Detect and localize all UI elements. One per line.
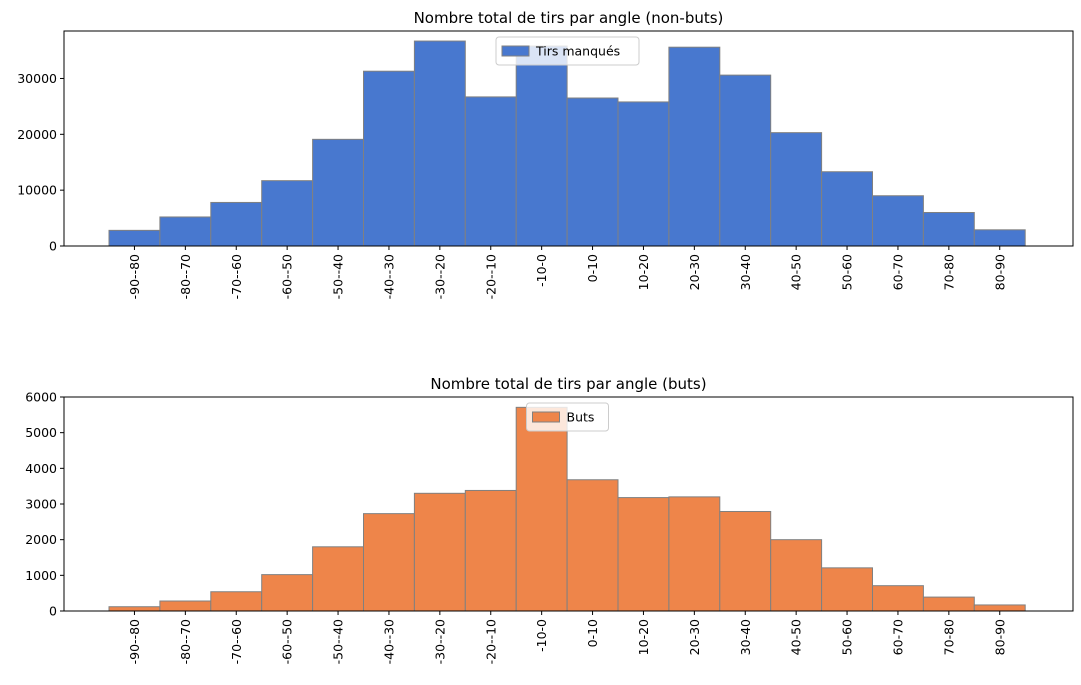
x-tick-label: -80--70 — [178, 619, 193, 664]
bar-60-70 — [872, 585, 924, 612]
bar--60--50 — [261, 180, 314, 247]
x-tick-label: -60--50 — [280, 254, 295, 299]
x-tick-label: 30-40 — [738, 254, 753, 290]
bar--60--50 — [261, 574, 314, 612]
x-tick-label: 80-90 — [992, 619, 1007, 655]
bar--80--70 — [159, 216, 212, 247]
bar-40-50 — [770, 132, 823, 247]
bar-0-10 — [566, 479, 619, 612]
bar--70--60 — [210, 201, 263, 247]
x-tick-label: -40--30 — [381, 619, 396, 664]
bar--30--20 — [413, 492, 466, 612]
x-tick-label: 60-70 — [890, 254, 905, 290]
bar-40-50 — [770, 539, 823, 612]
y-tick-label: 3000 — [25, 497, 57, 512]
bar--70--60 — [210, 591, 263, 612]
bar-70-80 — [922, 596, 975, 612]
bar--90--80 — [108, 229, 161, 247]
x-tick-label: 30-40 — [738, 619, 753, 655]
x-tick-label: 20-30 — [687, 619, 702, 655]
chart-title: Nombre total de tirs par angle (buts) — [430, 375, 706, 393]
y-tick-label: 30000 — [17, 71, 57, 86]
y-tick-label: 10000 — [17, 183, 57, 198]
x-tick-label: -50--40 — [331, 619, 346, 664]
bar-10-20 — [617, 101, 670, 247]
x-tick-label: 10-20 — [636, 619, 651, 655]
y-tick-label: 5000 — [25, 425, 57, 440]
legend-box — [526, 402, 609, 432]
bar-70-80 — [922, 211, 975, 247]
y-tick-label: 1000 — [25, 568, 57, 583]
x-tick-label: 20-30 — [687, 254, 702, 290]
x-tick-label: -20--10 — [483, 254, 498, 299]
bar--50--40 — [312, 546, 365, 612]
bar-80-90 — [973, 229, 1026, 247]
x-tick-label: -70--60 — [229, 619, 244, 664]
x-tick-label: 50-60 — [840, 254, 855, 290]
x-tick-label: -30--20 — [432, 619, 447, 664]
bar--40--30 — [363, 513, 415, 612]
bar--80--70 — [159, 600, 212, 612]
y-tick-label: 4000 — [25, 461, 57, 476]
bar--30--20 — [413, 40, 466, 247]
x-tick-label: 50-60 — [840, 619, 855, 655]
x-tick-label: 60-70 — [890, 619, 905, 655]
x-tick-label: -30--20 — [432, 254, 447, 299]
axes-frame — [63, 30, 1074, 247]
x-tick-label: -90--80 — [127, 254, 142, 299]
bar-10-20 — [617, 497, 670, 612]
bar-20-30 — [668, 496, 721, 612]
bar--40--30 — [363, 70, 415, 247]
bar-30-40 — [719, 74, 772, 247]
x-tick-label: -10-0 — [534, 619, 549, 652]
bar-0-10 — [566, 97, 619, 247]
x-tick-label: -60--50 — [280, 619, 295, 664]
bar-30-40 — [719, 510, 772, 612]
plot-buts: Nombre total de tirs par angle (buts) 0 10… — [25, 375, 1074, 664]
x-tick-label: -10-0 — [534, 254, 549, 287]
x-tick-label: 80-90 — [992, 254, 1007, 290]
y-tick-label: 0 — [49, 604, 57, 619]
x-tick-label: -20--10 — [483, 619, 498, 664]
legend-swatch — [501, 45, 530, 57]
x-tick-label: 40-50 — [789, 619, 804, 655]
x-tick-label: -70--60 — [229, 254, 244, 299]
legend-swatch — [532, 411, 560, 423]
x-tick-label: 70-80 — [941, 254, 956, 290]
legend-box — [495, 36, 640, 66]
x-tick-label: -40--30 — [381, 254, 396, 299]
y-tick-label: 20000 — [17, 127, 57, 142]
x-tick-label: -50--40 — [331, 254, 346, 299]
x-tick-label: 70-80 — [941, 619, 956, 655]
bar--10-0 — [515, 45, 568, 247]
bar--90--80 — [108, 606, 161, 612]
bar--50--40 — [312, 138, 365, 247]
x-tick-label: 0-10 — [585, 619, 600, 647]
bar-60-70 — [872, 195, 924, 247]
x-tick-label: 0-10 — [585, 254, 600, 282]
y-tick-label: 6000 — [25, 390, 57, 405]
x-tick-label: 10-20 — [636, 254, 651, 290]
x-tick-label: 40-50 — [789, 254, 804, 290]
legend-label: Tirs manqués — [535, 44, 620, 59]
bar--10-0 — [515, 406, 568, 612]
bar-50-60 — [821, 567, 873, 612]
bar--20--10 — [464, 489, 517, 612]
plot-non-buts: Nombre total de tirs par angle (non-buts… — [17, 9, 1074, 299]
x-tick-label: -90--80 — [127, 619, 142, 664]
bar-50-60 — [821, 171, 873, 247]
bar--20--10 — [464, 96, 517, 247]
y-tick-label: 0 — [49, 239, 57, 254]
x-tick-label: -80--70 — [178, 254, 193, 299]
y-tick-label: 2000 — [25, 532, 57, 547]
chart-title: Nombre total de tirs par angle (non-buts… — [414, 9, 724, 27]
bar-20-30 — [668, 46, 721, 247]
bar-80-90 — [973, 604, 1026, 612]
legend-label: Buts — [567, 410, 595, 425]
